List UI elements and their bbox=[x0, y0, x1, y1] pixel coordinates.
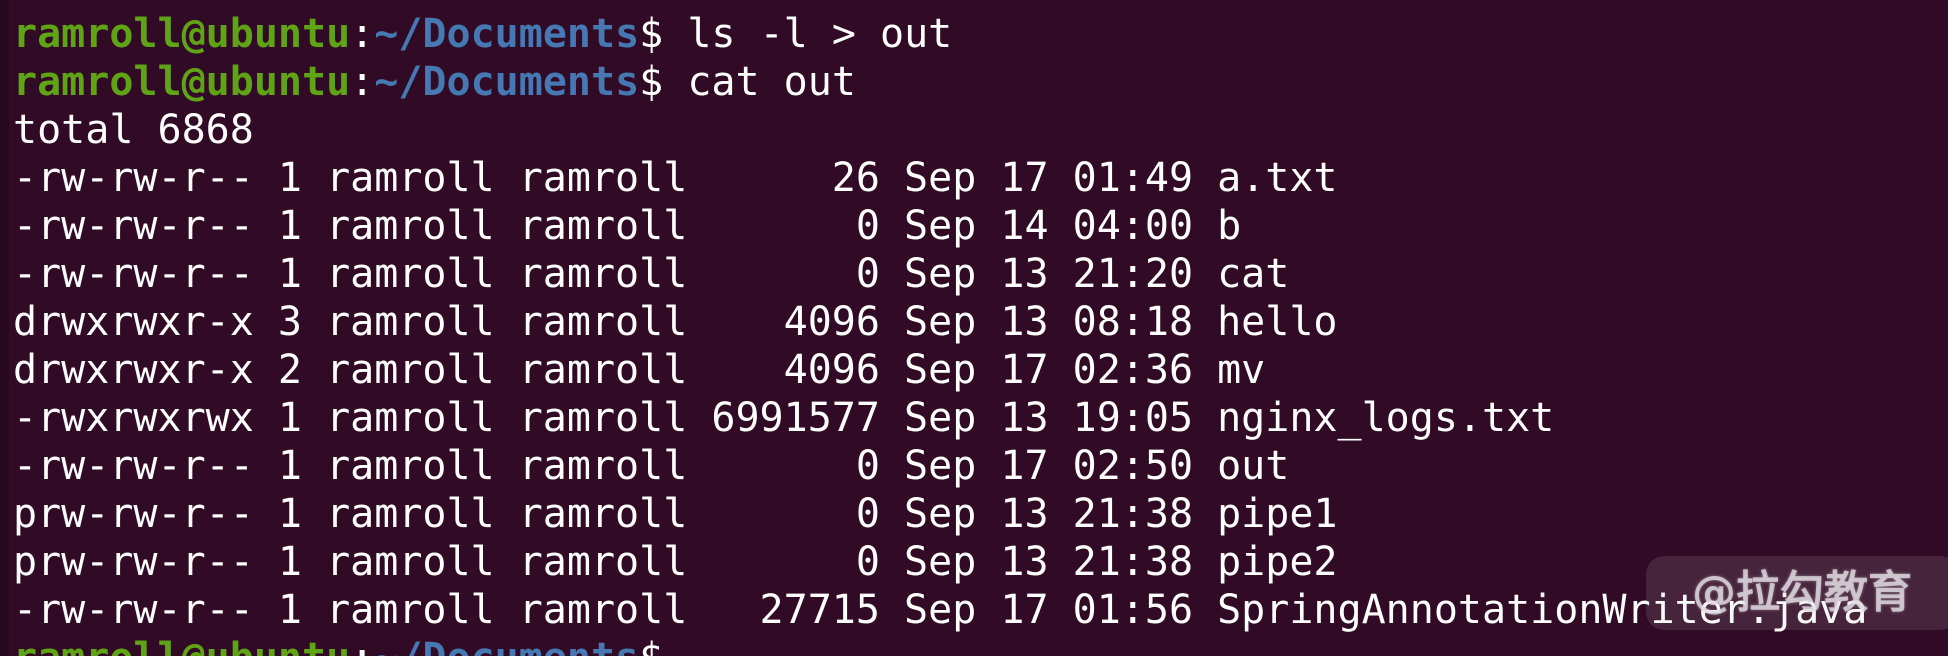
file-row-text: prw-rw-r-- 1 ramroll ramroll 0 Sep 13 21… bbox=[13, 539, 1338, 585]
prompt-path: ~/Documents bbox=[374, 59, 640, 105]
prompt-colon: : bbox=[350, 11, 375, 57]
terminal-line: ramroll@ubuntu:~/Documents$ bbox=[13, 634, 1948, 656]
file-row-text: prw-rw-r-- 1 ramroll ramroll 0 Sep 13 21… bbox=[13, 491, 1338, 537]
terminal-line: ramroll@ubuntu:~/Documents$ cat out bbox=[13, 58, 1948, 106]
prompt-dollar: $ bbox=[639, 635, 663, 656]
watermark: @拉勾教育 bbox=[1646, 556, 1948, 630]
file-row-text: drwxrwxr-x 2 ramroll ramroll 4096 Sep 17… bbox=[13, 347, 1266, 393]
terminal-line: -rw-rw-r-- 1 ramroll ramroll 26 Sep 17 0… bbox=[13, 154, 1948, 202]
prompt-user-host: ramroll@ubuntu bbox=[13, 59, 351, 105]
prompt-user-host: ramroll@ubuntu bbox=[13, 11, 351, 57]
file-row-text: drwxrwxr-x 3 ramroll ramroll 4096 Sep 13… bbox=[13, 299, 1338, 345]
terminal-line: total 6868 bbox=[13, 106, 1948, 154]
terminal-line: ramroll@ubuntu:~/Documents$ ls -l > out bbox=[13, 10, 1948, 58]
terminal-screen: ramroll@ubuntu:~/Documents$ ls -l > out r… bbox=[13, 10, 1948, 656]
prompt-path: ~/Documents bbox=[374, 635, 639, 656]
terminal-line: -rw-rw-r-- 1 ramroll ramroll 0 Sep 14 04… bbox=[13, 202, 1948, 250]
output-text: total 6868 bbox=[13, 107, 254, 153]
prompt-dollar: $ bbox=[639, 59, 664, 105]
terminal-line: prw-rw-r-- 1 ramroll ramroll 0 Sep 13 21… bbox=[13, 490, 1948, 538]
terminal-line: drwxrwxr-x 3 ramroll ramroll 4096 Sep 13… bbox=[13, 298, 1948, 346]
terminal-line: -rw-rw-r-- 1 ramroll ramroll 27715 Sep 1… bbox=[13, 586, 1948, 634]
file-row-text: -rw-rw-r-- 1 ramroll ramroll 26 Sep 17 0… bbox=[13, 155, 1338, 201]
file-row-text: -rw-rw-r-- 1 ramroll ramroll 0 Sep 14 04… bbox=[13, 203, 1242, 249]
prompt-colon: : bbox=[350, 59, 375, 105]
prompt-command: cat out bbox=[663, 59, 856, 105]
terminal-line: -rw-rw-r-- 1 ramroll ramroll 0 Sep 13 21… bbox=[13, 250, 1948, 298]
file-row-text: -rw-rw-r-- 1 ramroll ramroll 0 Sep 13 21… bbox=[13, 251, 1290, 297]
terminal-line: drwxrwxr-x 2 ramroll ramroll 4096 Sep 17… bbox=[13, 346, 1948, 394]
file-row-text: -rw-rw-r-- 1 ramroll ramroll 27715 Sep 1… bbox=[13, 587, 1868, 633]
prompt-colon: : bbox=[350, 635, 374, 656]
terminal-line: -rw-rw-r-- 1 ramroll ramroll 0 Sep 17 02… bbox=[13, 442, 1948, 490]
terminal-line: prw-rw-r-- 1 ramroll ramroll 0 Sep 13 21… bbox=[13, 538, 1948, 586]
terminal-line: -rwxrwxrwx 1 ramroll ramroll 6991577 Sep… bbox=[13, 394, 1948, 442]
prompt-command: ls -l > out bbox=[663, 11, 953, 57]
file-row-text: -rw-rw-r-- 1 ramroll ramroll 0 Sep 17 02… bbox=[13, 443, 1290, 489]
prompt-path: ~/Documents bbox=[374, 11, 640, 57]
file-row-text: -rwxrwxrwx 1 ramroll ramroll 6991577 Sep… bbox=[13, 395, 1555, 441]
terminal-left-edge bbox=[0, 0, 9, 656]
watermark-text: @拉勾教育 bbox=[1692, 567, 1912, 618]
prompt-dollar: $ bbox=[639, 11, 664, 57]
prompt-user-host: ramroll@ubuntu bbox=[13, 635, 350, 656]
